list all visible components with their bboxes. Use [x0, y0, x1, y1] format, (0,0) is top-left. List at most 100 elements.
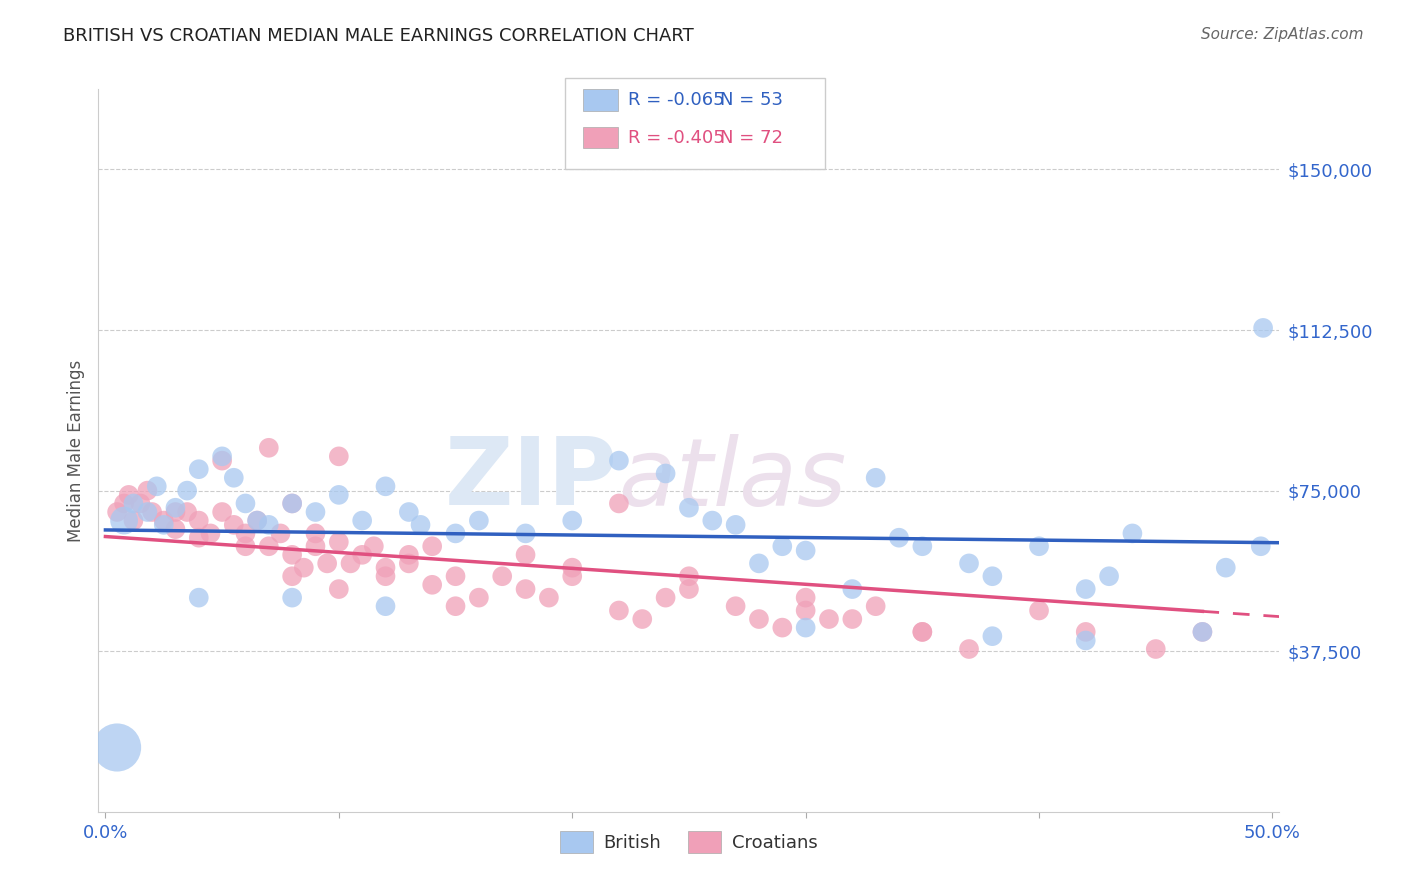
Point — [152, 517, 174, 532]
Point — [1028, 603, 1050, 617]
Point — [281, 496, 304, 510]
Point — [328, 582, 350, 596]
Point — [1028, 539, 1050, 553]
FancyBboxPatch shape — [582, 89, 619, 111]
Point — [770, 621, 793, 635]
Point — [257, 517, 280, 532]
Point — [1191, 624, 1213, 639]
Point — [281, 548, 304, 562]
Point — [235, 526, 257, 541]
Point — [1144, 642, 1167, 657]
Text: atlas: atlas — [619, 434, 846, 524]
Point — [211, 453, 233, 467]
Y-axis label: Median Male Earnings: Median Male Earnings — [66, 359, 84, 541]
Point — [187, 514, 209, 528]
Point — [1121, 526, 1143, 541]
Text: Source: ZipAtlas.com: Source: ZipAtlas.com — [1201, 27, 1364, 42]
Point — [152, 514, 174, 528]
Point — [1215, 560, 1237, 574]
Point — [339, 557, 361, 571]
Point — [222, 517, 245, 532]
Point — [112, 496, 135, 510]
Point — [678, 582, 700, 596]
Point — [1074, 624, 1097, 639]
Point — [328, 450, 350, 464]
Point — [1098, 569, 1121, 583]
Point — [398, 557, 420, 571]
Point — [352, 514, 374, 528]
Point — [865, 599, 887, 614]
Point — [136, 483, 159, 498]
Point — [515, 548, 537, 562]
Point — [444, 569, 467, 583]
Point — [1250, 539, 1272, 553]
Point — [398, 548, 420, 562]
Point — [165, 505, 187, 519]
Point — [328, 535, 350, 549]
Point — [211, 505, 233, 519]
Point — [165, 522, 187, 536]
Point — [176, 483, 198, 498]
Point — [187, 591, 209, 605]
Point — [122, 496, 145, 510]
Point — [257, 539, 280, 553]
Point — [1191, 624, 1213, 639]
Point — [841, 612, 863, 626]
Point — [304, 505, 326, 519]
Point — [561, 514, 583, 528]
Point — [374, 560, 396, 574]
Point — [1074, 633, 1097, 648]
Point — [748, 612, 770, 626]
Point — [794, 543, 817, 558]
Point — [794, 603, 817, 617]
FancyBboxPatch shape — [582, 127, 619, 148]
Point — [468, 591, 491, 605]
Point — [304, 526, 326, 541]
Point — [724, 517, 747, 532]
Point — [122, 514, 145, 528]
Point — [246, 514, 269, 528]
Point — [444, 526, 467, 541]
Point — [141, 505, 163, 519]
Point — [146, 479, 169, 493]
Point — [724, 599, 747, 614]
Point — [841, 582, 863, 596]
Text: R = -0.065: R = -0.065 — [627, 91, 724, 109]
Point — [165, 500, 187, 515]
Point — [176, 505, 198, 519]
Point — [678, 500, 700, 515]
Point — [200, 526, 222, 541]
Point — [468, 514, 491, 528]
Text: ZIP: ZIP — [446, 434, 619, 525]
Legend: British, Croatians: British, Croatians — [553, 824, 825, 861]
Point — [187, 531, 209, 545]
Point — [748, 557, 770, 571]
FancyBboxPatch shape — [565, 78, 825, 169]
Text: N = 72: N = 72 — [720, 128, 783, 146]
Point — [444, 599, 467, 614]
Point — [515, 526, 537, 541]
Point — [818, 612, 841, 626]
Point — [269, 526, 291, 541]
Text: R = -0.405: R = -0.405 — [627, 128, 724, 146]
Point — [304, 539, 326, 553]
Point — [374, 599, 396, 614]
Point — [363, 539, 385, 553]
Point — [702, 514, 724, 528]
Point — [607, 496, 630, 510]
Point — [235, 496, 257, 510]
Point — [211, 450, 233, 464]
Point — [398, 505, 420, 519]
Point — [561, 569, 583, 583]
Point — [911, 624, 934, 639]
Point — [105, 505, 128, 519]
Point — [374, 479, 396, 493]
Point — [409, 517, 432, 532]
Point — [981, 569, 1004, 583]
Point — [607, 453, 630, 467]
Point — [981, 629, 1004, 643]
Point — [1251, 321, 1274, 335]
Point — [887, 531, 910, 545]
Point — [281, 591, 304, 605]
Point — [328, 488, 350, 502]
